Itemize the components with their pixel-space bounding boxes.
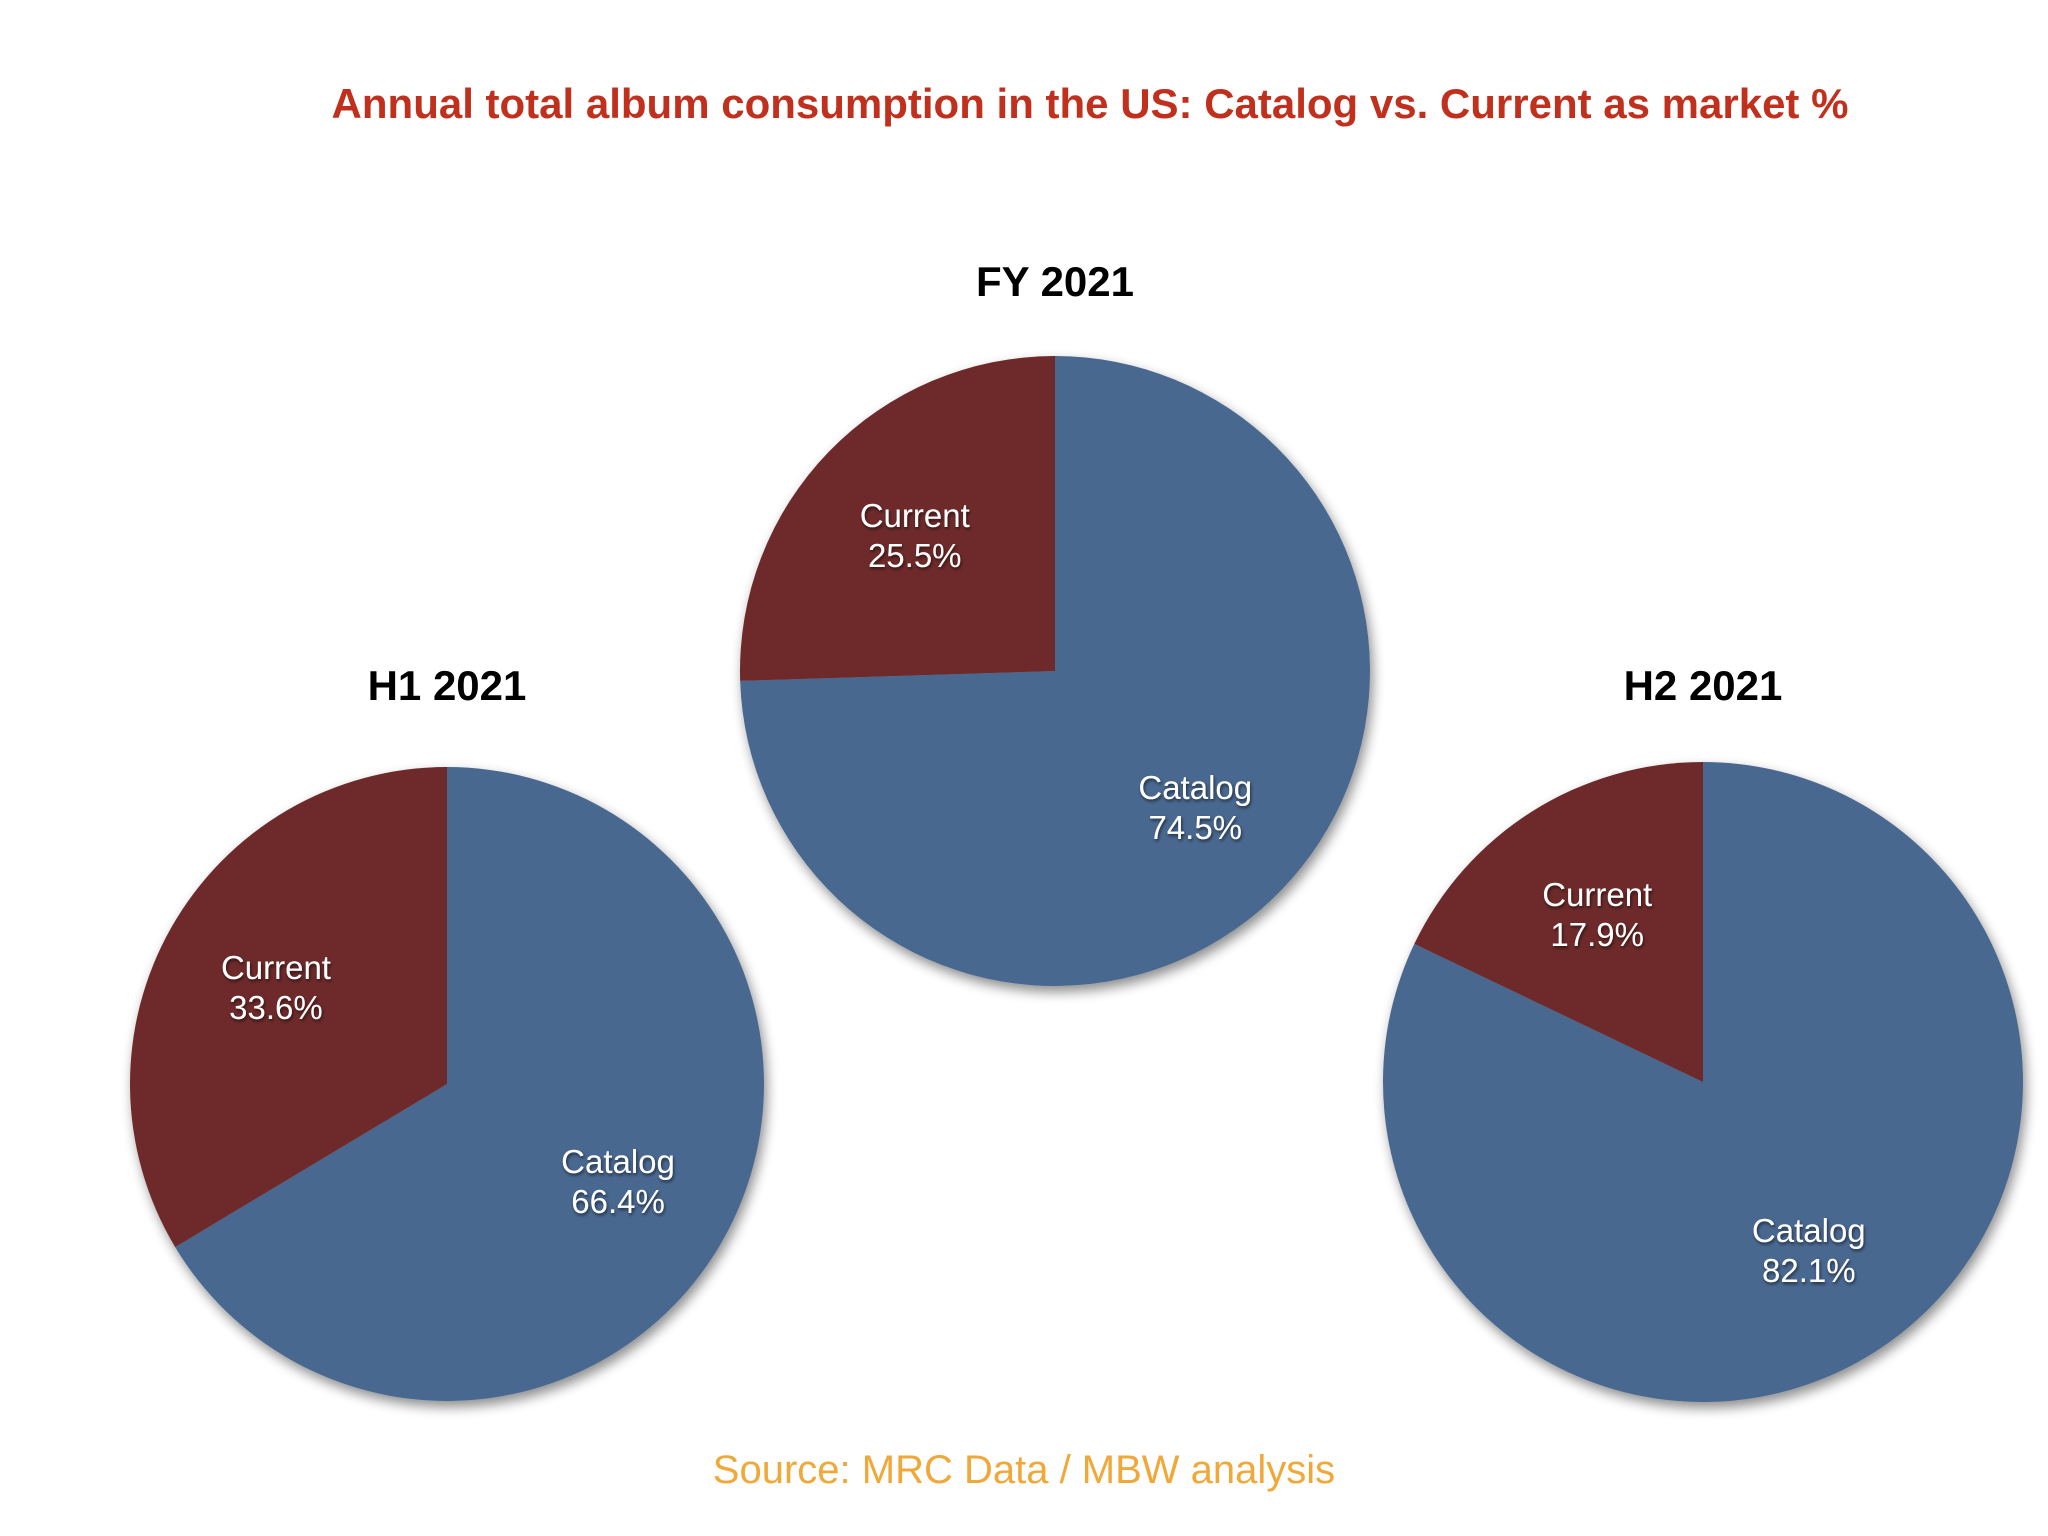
pie-slice-catalog	[740, 356, 1370, 987]
pie-slice-catalog	[175, 767, 764, 1402]
slice-label-value: 33.6%	[229, 989, 323, 1026]
slice-label-name: Catalog	[1138, 769, 1252, 806]
slice-label-value: 74.5%	[1148, 809, 1242, 846]
slice-label-name: Current	[860, 497, 970, 534]
pie-title: H1 2021	[368, 662, 527, 709]
chart-main-title: Annual total album consumption in the US…	[331, 80, 1849, 127]
slice-label-name: Current	[221, 949, 331, 986]
slice-label-value: 17.9%	[1550, 916, 1644, 953]
source-note: Source: MRC Data / MBW analysis	[712, 1448, 1336, 1492]
slice-label-value: 82.1%	[1762, 1252, 1856, 1289]
slice-label-name: Catalog	[561, 1143, 675, 1180]
pie-slice-current	[129, 767, 447, 1248]
slice-label-name: Current	[1542, 876, 1652, 913]
pie-title: FY 2021	[976, 258, 1134, 305]
pie-slice-current	[740, 356, 1055, 681]
slice-label-value: 66.4%	[571, 1183, 665, 1220]
pie-title: H2 2021	[1624, 662, 1783, 709]
slice-label-name: Catalog	[1752, 1212, 1866, 1249]
pie-slice-current	[1414, 762, 1703, 1082]
slice-label-value: 25.5%	[868, 537, 962, 574]
